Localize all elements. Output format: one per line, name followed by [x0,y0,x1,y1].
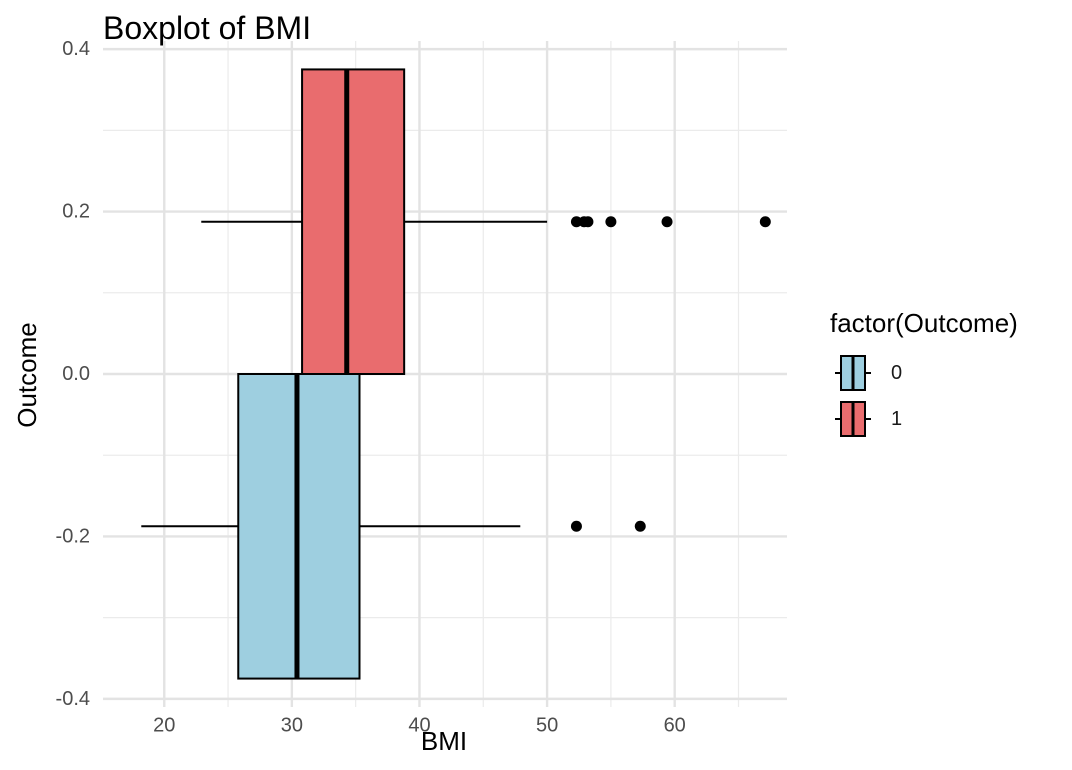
y-axis-ticks: -0.4 -0.2 0.0 0.2 0.4 [56,38,90,710]
y-tick-label: 0.0 [62,363,90,385]
grid-major [103,41,787,707]
outlier-point-group-1 [759,216,771,228]
y-tick-label: 0.2 [62,201,90,223]
y-tick-label: -0.4 [56,688,90,710]
y-tick-label: -0.2 [56,525,90,547]
outlier-point-group-0 [570,520,582,532]
chart-title: Boxplot of BMI [103,10,311,46]
whiskers [141,220,548,528]
outlier-point-group-0 [634,520,646,532]
outlier-point-group-1 [661,216,673,228]
legend-label: 0 [891,362,902,384]
y-axis-title: Outcome [12,322,42,428]
x-tick-label: 50 [536,715,558,737]
legend-item-1: 1 [835,401,902,437]
x-tick-label: 20 [153,715,175,737]
legend-title: factor(Outcome) [830,308,1018,338]
outlier-point-group-1 [570,216,582,228]
x-axis-ticks: 20 30 40 50 60 [153,715,686,737]
y-tick-label: 0.4 [62,38,90,60]
outlier-point-group-1 [605,216,617,228]
legend-items: 01 [835,355,902,437]
x-axis-title: BMI [421,726,467,756]
box-group-1 [301,68,406,376]
legend-label: 1 [891,408,902,430]
x-tick-label: 40 [408,715,430,737]
boxes [237,68,406,680]
legend: factor(Outcome) 01 [830,308,1018,437]
outliers [570,216,771,532]
x-tick-label: 60 [664,715,686,737]
outlier-point-group-1 [582,216,594,228]
legend-item-0: 0 [835,355,902,391]
x-tick-label: 30 [281,715,303,737]
